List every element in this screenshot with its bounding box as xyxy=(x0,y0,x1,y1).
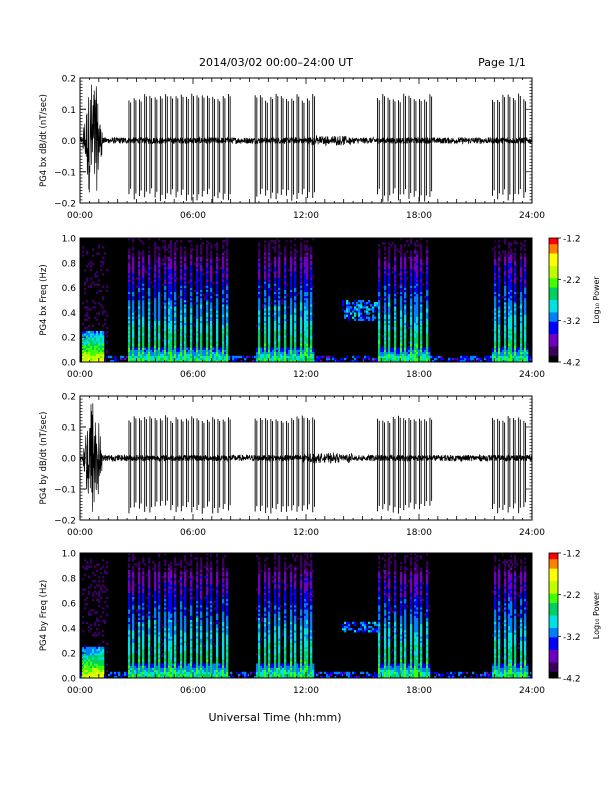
y-tick-label: 0.0 xyxy=(62,359,77,369)
colorbar-tick-label: -4.2 xyxy=(563,675,581,685)
waveform-trace xyxy=(80,85,532,193)
y-tick-label: 1.0 xyxy=(62,550,77,560)
x-tick-label: 24:00 xyxy=(519,528,545,538)
y-tick-label: −0.1 xyxy=(54,486,76,496)
x-tick-label: 24:00 xyxy=(519,211,545,221)
y-tick-label: 0.1 xyxy=(62,424,76,434)
y-tick-label: 1.0 xyxy=(62,235,77,245)
y-tick-label: −0.2 xyxy=(54,517,76,527)
panels-group: 00:00 06:00 12:00 18:00 24:00 −0.2 −0.1 0.0 0.1 0… xyxy=(39,75,601,697)
panel-1: 00:00 06:00 12:00 18:00 24:00 −0.2 −0.1 0.0 0.1 0… xyxy=(39,75,545,222)
colorbar-tick-label: -2.2 xyxy=(563,276,581,286)
y-tick-label: 0.0 xyxy=(62,675,77,685)
panel-2: -1.2 -2.2 -3.2 -4.2 Log₁₀ Power 00:00 06:00 12:… xyxy=(39,235,601,381)
colorbar: -1.2 -2.2 -3.2 -4.2 Log₁₀ Power xyxy=(549,235,601,369)
y-axis-label: PG4 bx Freq (Hz) xyxy=(39,264,49,335)
y-tick-label: 0.2 xyxy=(62,393,76,403)
y-tick-label: 0.0 xyxy=(62,455,77,465)
y-tick-label: 0.6 xyxy=(62,600,77,610)
x-tick-label: 12:00 xyxy=(293,686,319,696)
colorbar-tick-label: -1.2 xyxy=(563,550,581,560)
x-tick-label: 24:00 xyxy=(519,686,545,696)
y-axis-label: PG4 by dB/dt (nT/sec) xyxy=(39,412,49,505)
y-axis-label: PG4 bx dB/dt (nT/sec) xyxy=(39,94,49,187)
y-tick-label: 0.2 xyxy=(62,650,76,660)
x-tick-label: 06:00 xyxy=(180,528,206,538)
colorbar-label: Log₁₀ Power xyxy=(592,276,601,324)
y-tick-label: 0.6 xyxy=(62,284,77,294)
x-tick-label: 12:00 xyxy=(293,528,319,538)
y-tick-label: −0.2 xyxy=(54,200,76,210)
x-tick-label: 00:00 xyxy=(67,370,93,380)
y-tick-label: 0.8 xyxy=(62,575,77,585)
x-tick-label: 06:00 xyxy=(180,211,206,221)
page-indicator: Page 1/1 xyxy=(478,56,526,69)
y-tick-label: 0.2 xyxy=(62,334,76,344)
y-tick-label: 0.4 xyxy=(62,309,77,319)
axes: 00:00 06:00 12:00 18:00 24:00 −0.2 −0.1 0.0 0.1 0… xyxy=(54,393,545,539)
x-tick-label: 18:00 xyxy=(406,686,432,696)
colorbar-label: Log₁₀ Power xyxy=(592,591,601,639)
y-tick-label: 0.0 xyxy=(62,137,77,147)
axes: 00:00 06:00 12:00 18:00 24:00 −0.2 −0.1 0.0 0.1 0… xyxy=(54,75,545,222)
x-axis-title: Universal Time (hh:mm) xyxy=(209,711,342,724)
burst-spikes xyxy=(129,94,526,203)
panel-3: 00:00 06:00 12:00 18:00 24:00 −0.2 −0.1 0.0 0.1 0… xyxy=(39,393,545,539)
colorbar-tick-label: -3.2 xyxy=(563,633,581,643)
x-tick-label: 18:00 xyxy=(406,211,432,221)
colorbar-tick-label: -2.2 xyxy=(563,591,581,601)
x-tick-label: 00:00 xyxy=(67,528,93,538)
x-tick-label: 12:00 xyxy=(293,211,319,221)
panel-4: -1.2 -2.2 -3.2 -4.2 Log₁₀ Power 00:00 06:00 12:… xyxy=(39,550,601,697)
y-tick-label: 0.4 xyxy=(62,625,77,635)
y-tick-label: 0.2 xyxy=(62,75,76,85)
y-tick-label: −0.1 xyxy=(54,168,76,178)
y-tick-label: 0.8 xyxy=(62,259,77,269)
figure-title: 2014/03/02 00:00–24:00 UT xyxy=(199,56,353,69)
x-tick-label: 24:00 xyxy=(519,370,545,380)
x-tick-label: 06:00 xyxy=(180,686,206,696)
x-tick-label: 00:00 xyxy=(67,686,93,696)
x-tick-label: 12:00 xyxy=(293,370,319,380)
colorbar-tick-label: -4.2 xyxy=(563,359,581,369)
x-tick-label: 00:00 xyxy=(67,211,93,221)
x-tick-label: 18:00 xyxy=(406,528,432,538)
colorbar-tick-label: -1.2 xyxy=(563,235,581,245)
colorbar-tick-label: -3.2 xyxy=(563,317,581,327)
y-axis-label: PG4 by Freq (Hz) xyxy=(39,580,49,651)
waveform-trace xyxy=(80,403,532,512)
x-tick-label: 06:00 xyxy=(180,370,206,380)
x-tick-label: 18:00 xyxy=(406,370,432,380)
burst-spikes xyxy=(129,415,526,513)
y-tick-label: 0.1 xyxy=(62,106,76,116)
colorbar: -1.2 -2.2 -3.2 -4.2 Log₁₀ Power xyxy=(549,550,601,685)
